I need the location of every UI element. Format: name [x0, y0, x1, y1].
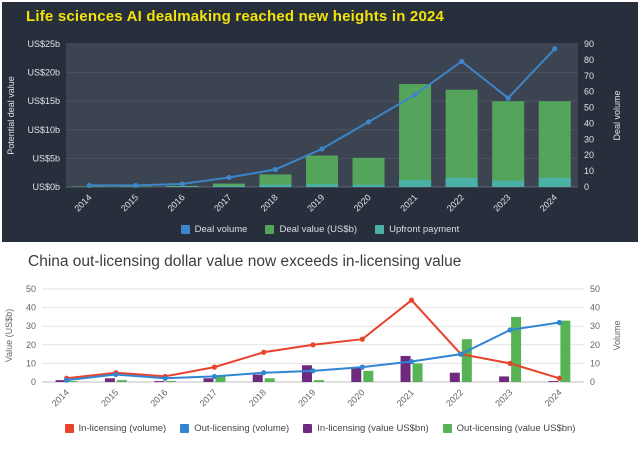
svg-text:30: 30 [584, 134, 594, 144]
svg-text:50: 50 [590, 284, 600, 294]
svg-text:2016: 2016 [166, 192, 187, 213]
svg-text:30: 30 [590, 321, 600, 331]
svg-text:Potential deal value: Potential deal value [6, 76, 16, 155]
chart1-legend: Deal volume Deal value (US$b) Upfront pa… [2, 224, 638, 235]
svg-text:90: 90 [584, 39, 594, 49]
svg-text:2015: 2015 [119, 192, 140, 213]
svg-text:60: 60 [584, 87, 594, 97]
legend-label-upfront-payment: Upfront payment [389, 224, 460, 235]
svg-text:2023: 2023 [491, 192, 512, 213]
svg-text:80: 80 [584, 55, 594, 65]
in-licensing-volume-swatch-icon [64, 424, 74, 433]
svg-text:2018: 2018 [259, 192, 280, 213]
legend-label-deal-volume: Deal volume [194, 224, 248, 235]
deal-volume-swatch-icon [180, 225, 190, 234]
svg-text:0: 0 [584, 182, 589, 192]
legend-label-out-licensing-value: Out-licensing (value US$bn) [456, 423, 576, 434]
svg-text:2021: 2021 [398, 192, 419, 213]
upfront-payment-swatch-icon [375, 225, 385, 234]
svg-text:2015: 2015 [99, 387, 120, 408]
svg-text:2017: 2017 [198, 387, 219, 408]
svg-text:40: 40 [26, 303, 36, 313]
legend-item-deal-value: Deal value (US$b) [265, 224, 357, 235]
svg-text:2014: 2014 [50, 387, 71, 408]
svg-text:2022: 2022 [444, 387, 465, 408]
legend-label-in-licensing-value: In-licensing (value US$bn) [317, 423, 429, 434]
legend-item-in-licensing-volume: In-licensing (volume) [64, 423, 167, 434]
svg-text:40: 40 [590, 303, 600, 313]
legend-item-out-licensing-value: Out-licensing (value US$bn) [442, 423, 576, 434]
legend-item-upfront-payment: Upfront payment [375, 224, 459, 235]
legend-label-out-licensing-volume: Out-licensing (volume) [194, 423, 290, 434]
svg-text:US$0b: US$0b [32, 182, 60, 192]
svg-text:US$25b: US$25b [27, 39, 60, 49]
legend-label-deal-value: Deal value (US$b) [279, 224, 358, 235]
svg-text:US$5b: US$5b [32, 153, 60, 163]
svg-text:2018: 2018 [247, 387, 268, 408]
svg-text:70: 70 [584, 71, 594, 81]
svg-text:10: 10 [590, 358, 600, 368]
legend-item-deal-volume: Deal volume [180, 224, 248, 235]
svg-text:Value (US$b): Value (US$b) [4, 309, 14, 362]
svg-text:20: 20 [584, 150, 594, 160]
svg-text:Deal volume: Deal volume [612, 90, 622, 140]
svg-text:40: 40 [584, 118, 594, 128]
chart2-plot-area: 0 10 20 30 40 50 0 10 20 30 40 50 2014 2015 2016 2017 20… [0, 275, 640, 415]
svg-text:2014: 2014 [72, 192, 93, 213]
legend-label-in-licensing-volume: In-licensing (volume) [78, 423, 167, 434]
china-licensing-chart-card: China out-licensing dollar value now exc… [0, 245, 640, 455]
deal-value-swatch-icon [265, 225, 275, 234]
svg-text:2022: 2022 [445, 192, 466, 213]
svg-text:2024: 2024 [538, 192, 559, 213]
chart2-title: China out-licensing dollar value now exc… [28, 253, 462, 270]
svg-text:US$15b: US$15b [27, 96, 60, 106]
svg-text:0: 0 [590, 377, 595, 387]
svg-text:2019: 2019 [296, 387, 317, 408]
svg-text:2024: 2024 [543, 387, 564, 408]
svg-text:2017: 2017 [212, 192, 233, 213]
svg-text:2023: 2023 [493, 387, 514, 408]
svg-text:Volume: Volume [612, 320, 622, 350]
svg-text:2020: 2020 [345, 387, 366, 408]
chart1-title: Life sciences AI dealmaking reached new … [26, 8, 445, 25]
svg-text:2021: 2021 [395, 387, 416, 408]
svg-text:2020: 2020 [352, 192, 373, 213]
out-licensing-volume-swatch-icon [180, 424, 190, 433]
svg-text:2019: 2019 [305, 192, 326, 213]
svg-text:30: 30 [26, 321, 36, 331]
ai-dealmaking-chart-card: Life sciences AI dealmaking reached new … [2, 2, 638, 242]
svg-text:50: 50 [584, 103, 594, 113]
svg-text:20: 20 [590, 340, 600, 350]
svg-text:US$20b: US$20b [27, 68, 60, 78]
chart2-legend: In-licensing (volume) Out-licensing (vol… [0, 423, 640, 434]
svg-text:10: 10 [26, 358, 36, 368]
in-licensing-value-swatch-icon [303, 424, 313, 433]
svg-text:50: 50 [26, 284, 36, 294]
legend-item-in-licensing-value: In-licensing (value US$bn) [303, 423, 429, 434]
svg-text:US$10b: US$10b [27, 125, 60, 135]
legend-item-out-licensing-volume: Out-licensing (volume) [180, 423, 289, 434]
svg-text:20: 20 [26, 340, 36, 350]
svg-text:10: 10 [584, 166, 594, 176]
svg-text:0: 0 [31, 377, 36, 387]
chart1-plot-area: US$0b US$5b US$10b US$15b US$20b US$25b 0 10 20 3… [2, 30, 638, 215]
svg-text:2016: 2016 [148, 387, 169, 408]
out-licensing-value-swatch-icon [442, 424, 452, 433]
